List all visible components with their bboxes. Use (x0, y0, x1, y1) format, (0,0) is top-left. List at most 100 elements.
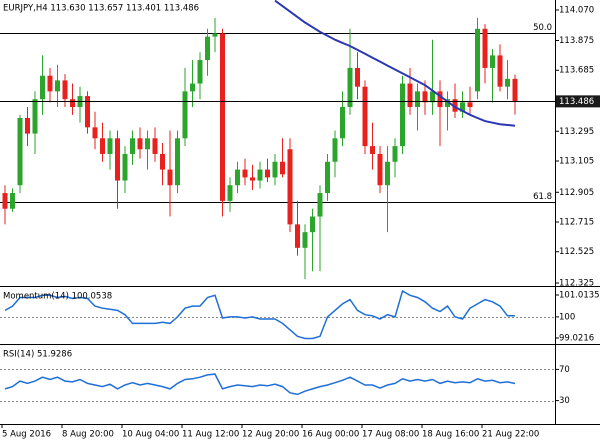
candle-body (407, 83, 413, 108)
candle-body (100, 138, 105, 154)
candle-body (250, 177, 255, 181)
candle-body (377, 153, 383, 186)
candle-body (317, 193, 323, 217)
y-tick-label: 113.685 (559, 66, 594, 76)
candle-body (302, 232, 308, 248)
candle-body (70, 99, 75, 108)
candle-body (10, 193, 15, 209)
candle-body (325, 161, 330, 194)
panel (0, 0, 555, 280)
candle-body (497, 55, 503, 87)
y-tick-label: 101.0135 (559, 291, 600, 301)
y-tick-label: 112.325 (559, 279, 594, 289)
candle-body (310, 216, 315, 233)
last-price-box (556, 95, 600, 108)
panel-title: Momentum(14) 100.0538 (3, 292, 112, 302)
candle-body (115, 138, 120, 181)
candle-body (475, 28, 480, 92)
y-tick-label: 112.525 (559, 247, 594, 257)
x-tick-label: 11 Aug 12:00 (182, 430, 239, 440)
y-tick-label: 99.0216 (559, 334, 594, 344)
series-line (274, 0, 516, 127)
candle-body (295, 224, 300, 248)
level-label: 50.0 (533, 23, 552, 33)
candle-body (272, 161, 278, 178)
x-tick-label: 5 Aug 2016 (2, 430, 51, 440)
y-tick-label: 113.295 (559, 127, 594, 137)
x-tick-label: 8 Aug 20:00 (62, 430, 114, 440)
candle-body (257, 169, 263, 181)
candle-body (460, 102, 465, 112)
y-tick-label: 100 (559, 312, 575, 322)
candle-body (220, 33, 225, 201)
candle-body (370, 146, 375, 154)
y-tick-label: 30 (559, 396, 570, 406)
candle-body (482, 28, 488, 68)
candle-body (422, 91, 428, 103)
panel-title: EURJPY,H4 113.630 113.657 113.401 113.48… (3, 4, 199, 14)
candle-body (175, 138, 180, 186)
x-tick-label: 12 Aug 20:00 (242, 430, 299, 440)
candle-body (227, 185, 233, 201)
x-tick-label: 17 Aug 08:00 (362, 430, 419, 440)
last-price-label: 113.486 (559, 97, 594, 107)
y-tick-label: 113.105 (559, 156, 594, 166)
candle-body (137, 138, 143, 150)
candle-body (122, 153, 128, 181)
candle-body (85, 96, 90, 128)
candle-body (145, 138, 150, 150)
candle-body (182, 91, 188, 139)
candle-body (430, 91, 435, 103)
candle-body (212, 33, 218, 37)
candle-body (362, 86, 368, 147)
level-label: 61.8 (533, 192, 552, 202)
candle-body (347, 67, 353, 108)
x-tick-label: 10 Aug 04:00 (122, 430, 179, 440)
y-tick-label: 112.905 (559, 188, 594, 198)
candle-body (2, 193, 8, 209)
candle-body (332, 138, 338, 162)
candle-body (55, 80, 60, 92)
candle-body (92, 127, 98, 139)
candle-body (47, 75, 53, 92)
candle-body (32, 99, 38, 134)
candle-body (167, 169, 173, 186)
candle-body (490, 55, 495, 68)
candle-body (205, 36, 210, 61)
candle-body (467, 102, 473, 108)
candle-body (160, 153, 165, 170)
candle-body (512, 78, 518, 102)
candle-body (17, 117, 23, 186)
panel-title: RSI(14) 51.9286 (3, 350, 72, 360)
candle-body (445, 99, 450, 108)
x-tick-label: 16 Aug 00:00 (302, 430, 359, 440)
y-tick-label: 112.715 (559, 218, 594, 228)
candle-body (190, 83, 195, 92)
candle-body (40, 75, 45, 100)
y-tick-label: 113.875 (559, 36, 594, 46)
candle-body (415, 91, 420, 108)
candle-body (197, 60, 203, 84)
x-tick-label: 18 Aug 16:00 (422, 430, 479, 440)
panel (0, 289, 555, 340)
candle-body (505, 78, 510, 87)
candle-body (25, 117, 30, 134)
x-tick-label: 21 Aug 22:00 (482, 430, 539, 440)
candle-body (287, 149, 293, 225)
candle-body (385, 161, 390, 186)
y-tick-label: 114.070 (559, 6, 594, 16)
candle-body (437, 91, 443, 108)
candle-body (107, 138, 113, 154)
candle-body (355, 67, 360, 87)
candle-body (242, 169, 248, 178)
y-tick-label: 70 (559, 365, 570, 375)
series-line (4, 373, 516, 396)
candle-body (62, 80, 68, 100)
panel (0, 369, 555, 402)
candle-body (152, 138, 158, 154)
candle-body (340, 107, 345, 139)
candle-body (452, 99, 458, 112)
candle-body (130, 138, 135, 154)
candle-body (280, 161, 285, 175)
